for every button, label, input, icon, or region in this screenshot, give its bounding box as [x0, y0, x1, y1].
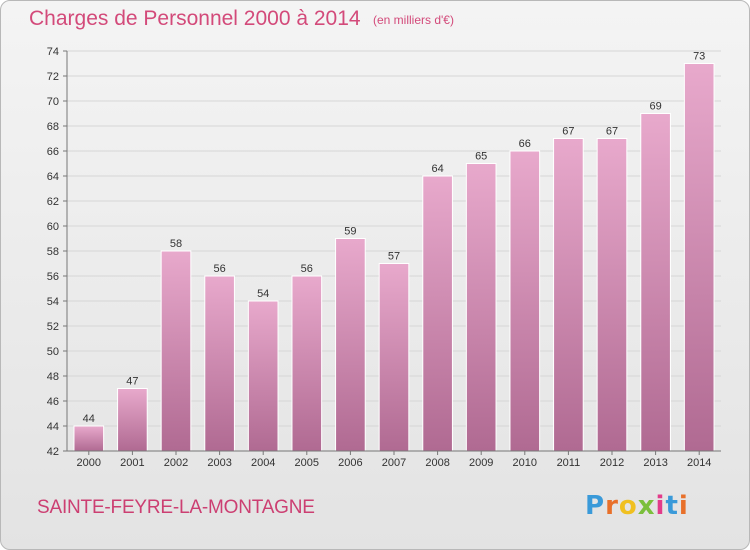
x-tick-label-2000: 2000	[77, 457, 101, 469]
bar-2011	[553, 138, 584, 452]
value-label-2000: 44	[83, 413, 95, 425]
y-tick-label: 54	[47, 296, 59, 308]
x-tick-label-2007: 2007	[382, 457, 406, 469]
y-tick-label: 60	[47, 221, 59, 233]
x-tick-label-2001: 2001	[120, 457, 144, 469]
x-tick-label-2006: 2006	[338, 457, 362, 469]
x-tick-label-2011: 2011	[557, 457, 581, 469]
value-label-2001: 47	[126, 376, 138, 388]
value-label-2006: 59	[344, 226, 356, 238]
x-tick-label-2005: 2005	[295, 457, 319, 469]
value-label-2008: 64	[431, 163, 443, 175]
y-tick-label: 68	[47, 121, 59, 133]
value-label-2007: 57	[388, 251, 400, 263]
x-tick-label-2009: 2009	[469, 457, 493, 469]
x-tick-label-2002: 2002	[164, 457, 188, 469]
x-tick-label-2013: 2013	[643, 457, 667, 469]
y-tick-label: 44	[47, 421, 59, 433]
logo-letter: i	[655, 491, 666, 521]
value-label-2002: 58	[170, 238, 182, 250]
logo-letter: P	[585, 491, 606, 521]
y-tick-label: 66	[47, 146, 59, 158]
x-tick-label-2008: 2008	[425, 457, 449, 469]
bar-2008	[422, 175, 453, 452]
bar-2010	[509, 150, 541, 452]
y-tick-label: 58	[47, 246, 59, 258]
logo-letter: x	[637, 491, 656, 521]
y-tick-label: 62	[47, 196, 59, 208]
value-label-2005: 56	[301, 263, 313, 275]
logo-letter: i	[678, 491, 689, 521]
bar-2003	[204, 275, 235, 452]
value-label-2011: 67	[562, 126, 574, 138]
value-label-2004: 54	[257, 288, 269, 300]
chart-title: Charges de Personnel 2000 à 2014	[29, 7, 361, 30]
logo-letter: t	[665, 491, 679, 521]
y-tick-label: 56	[47, 271, 59, 283]
value-label-2009: 65	[475, 151, 487, 163]
bar-2005	[291, 275, 323, 452]
bar-2001	[117, 388, 148, 452]
x-tick-label-2012: 2012	[600, 457, 624, 469]
y-tick-label: 50	[47, 346, 59, 358]
y-tick-label: 72	[47, 71, 59, 83]
bar-2000	[73, 425, 105, 452]
y-tick-label: 52	[47, 321, 59, 333]
y-tick-label: 70	[47, 96, 59, 108]
bar-2006	[335, 238, 366, 452]
value-label-2013: 69	[649, 101, 661, 113]
chart-subtitle: (en milliers d'€)	[373, 13, 454, 27]
value-label-2012: 67	[606, 126, 618, 138]
logo-letter: o	[618, 491, 638, 521]
y-tick-label: 74	[47, 46, 59, 58]
y-tick-label: 46	[47, 396, 59, 408]
value-label-2003: 56	[213, 263, 225, 275]
y-tick-label: 48	[47, 371, 59, 383]
value-label-2014: 73	[693, 51, 705, 63]
proxiti-logo: Proxiti	[585, 491, 689, 521]
x-tick-label-2004: 2004	[251, 457, 275, 469]
x-tick-label-2014: 2014	[687, 457, 711, 469]
commune-name: SAINTE-FEYRE-LA-MONTAGNE	[37, 497, 315, 518]
x-tick-label-2003: 2003	[207, 457, 231, 469]
bar-2012	[596, 138, 628, 452]
bar-2014	[683, 63, 715, 452]
bar-2009	[465, 163, 497, 452]
bar-2007	[378, 263, 410, 452]
y-tick-label: 42	[47, 446, 59, 458]
x-tick-label-2010: 2010	[513, 457, 537, 469]
bar-2004	[247, 300, 279, 452]
y-tick-label: 64	[47, 171, 59, 183]
bar-2013	[640, 113, 671, 452]
bar-2002	[160, 250, 192, 452]
logo-letter: r	[605, 491, 619, 521]
value-label-2010: 66	[519, 138, 531, 150]
